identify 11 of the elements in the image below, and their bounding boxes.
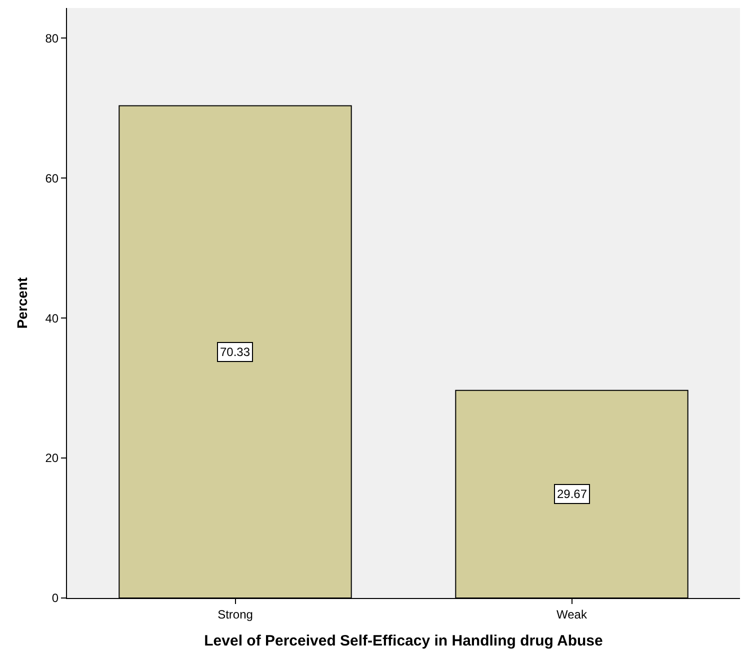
x-tick-label: Strong [218, 607, 253, 622]
data-label: 70.33 [220, 345, 250, 359]
y-tick-label: 60 [45, 171, 59, 186]
y-tick-label: 40 [45, 311, 59, 326]
y-tick-label: 20 [45, 451, 59, 466]
y-tick-label: 0 [52, 591, 59, 606]
y-axis-title: Percent [14, 276, 30, 329]
x-tick-label: Weak [556, 607, 588, 622]
x-axis-title: Level of Perceived Self-Efficacy in Handling drug Abuse [204, 632, 603, 650]
data-label: 29.67 [557, 487, 588, 501]
y-tick-label: 80 [45, 31, 59, 46]
